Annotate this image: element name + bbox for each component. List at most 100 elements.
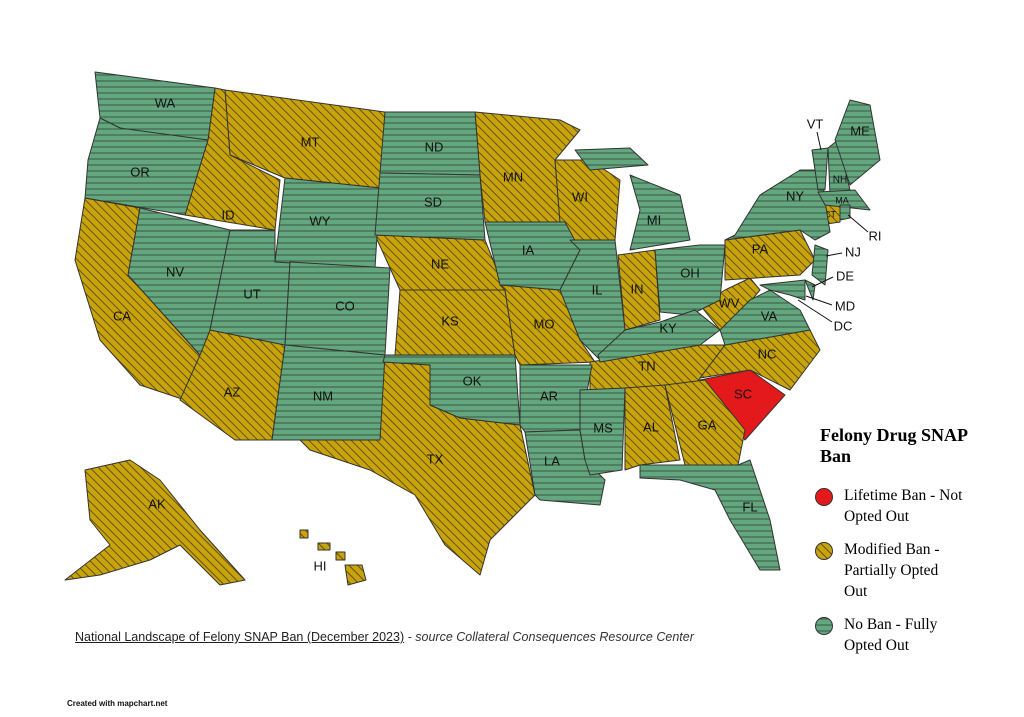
state-shape: [374, 172, 486, 241]
credit: Created with mapchart.net: [67, 699, 168, 708]
leader-line: [811, 276, 834, 288]
state-label: VT: [807, 116, 824, 131]
state-label: ID: [222, 207, 235, 222]
state-label: MN: [503, 169, 523, 184]
state-shape: [64, 459, 246, 586]
legend-swatch: [815, 542, 833, 560]
state-label: MD: [835, 298, 855, 313]
state-label: ME: [850, 123, 870, 138]
state-label: OH: [680, 265, 700, 280]
leader-line: [825, 252, 843, 257]
leader-line: [816, 131, 822, 151]
state-label: NH: [833, 175, 847, 186]
state-shape: [759, 279, 806, 301]
state-shape: [811, 244, 829, 286]
legend-label: No Ban - Fully Opted Out: [844, 616, 938, 654]
state-label: SD: [424, 194, 442, 209]
state-shape: [344, 564, 367, 586]
state-label: IL: [592, 282, 603, 297]
state-label: NC: [758, 346, 777, 361]
legend-item: Lifetime Ban - Not Opted Out: [806, 485, 996, 527]
state-label: IN: [631, 281, 644, 296]
state-label: NY: [786, 188, 804, 203]
state-shape: [719, 289, 811, 346]
state-label: WA: [155, 95, 176, 110]
state-label: AR: [540, 388, 558, 403]
state-label: OR: [130, 164, 150, 179]
state-label: WY: [310, 213, 331, 228]
state-label: WV: [719, 295, 740, 310]
state-label: AK: [148, 496, 166, 511]
legend-title: Felony Drug SNAP Ban: [820, 425, 968, 466]
state-label: CO: [335, 298, 355, 313]
state-label: CT: [824, 209, 836, 219]
state-label: NM: [313, 388, 333, 403]
state-shape: [834, 99, 881, 186]
state-label: KS: [441, 313, 459, 328]
state-shape: [624, 384, 681, 471]
state-label: PA: [752, 241, 769, 256]
leader-line: [797, 299, 833, 323]
state-label: MS: [593, 420, 613, 435]
state-label: TX: [427, 451, 444, 466]
state-label: LA: [544, 453, 560, 468]
legend: Felony Drug SNAP Ban Lifetime Ban - Not …: [806, 425, 996, 668]
state-shape: [654, 244, 726, 316]
state-shape: [335, 551, 346, 561]
state-shape: [127, 207, 231, 356]
state-label: KY: [659, 320, 677, 335]
state-label: UT: [243, 286, 260, 301]
state-label: MO: [534, 316, 555, 331]
legend-swatch: [815, 617, 833, 635]
state-label: NV: [166, 264, 184, 279]
leader-line: [847, 214, 869, 233]
state-shape: [84, 117, 209, 216]
legend-swatch: [815, 488, 833, 506]
state-label: VA: [761, 308, 778, 323]
state-label: OK: [463, 373, 482, 388]
state-shape: [299, 529, 309, 539]
legend-label: Lifetime Ban - Not Opted Out: [844, 487, 963, 525]
state-label: MT: [301, 134, 320, 149]
state-shape: [804, 279, 816, 301]
state-shape: [597, 309, 721, 363]
state-label: WI: [572, 189, 588, 204]
caption: National Landscape of Felony SNAP Ban (D…: [75, 630, 694, 644]
state-shape: [382, 354, 521, 426]
state-shape: [817, 189, 871, 211]
state-shape: [579, 387, 626, 476]
legend-item: No Ban - Fully Opted Out: [806, 614, 996, 656]
state-label: MA: [835, 195, 849, 205]
state-label: IA: [522, 242, 535, 257]
state-label: CA: [113, 308, 131, 323]
state-shape: [574, 147, 649, 171]
state-label: FL: [742, 499, 757, 514]
state-label: DC: [834, 318, 853, 333]
caption-title: National Landscape of Felony SNAP Ban (D…: [75, 630, 405, 644]
state-label: ND: [425, 139, 444, 154]
state-shape: [629, 174, 691, 251]
state-shape: [271, 344, 386, 441]
legend-label: Modified Ban - Partially Opted Out: [844, 541, 940, 600]
state-label: NJ: [845, 244, 861, 259]
legend-item: Modified Ban - Partially Opted Out: [806, 539, 996, 602]
state-shape: [559, 239, 626, 361]
state-shape: [639, 459, 781, 571]
state-label: MI: [647, 212, 661, 227]
state-label: GA: [698, 417, 717, 432]
state-shape: [664, 379, 746, 466]
state-label: DE: [836, 268, 854, 283]
state-shape: [839, 204, 851, 221]
state-shape: [317, 542, 331, 551]
state-label: SC: [734, 386, 752, 401]
caption-source: - source Collateral Consequences Resourc…: [407, 630, 694, 644]
state-shape: [724, 169, 831, 241]
state-shape: [811, 147, 829, 191]
state-label: AL: [643, 419, 659, 434]
state-label: HI: [314, 558, 327, 573]
state-label: TN: [638, 358, 655, 373]
leader-line: [805, 295, 833, 306]
state-label: RI: [869, 228, 882, 243]
